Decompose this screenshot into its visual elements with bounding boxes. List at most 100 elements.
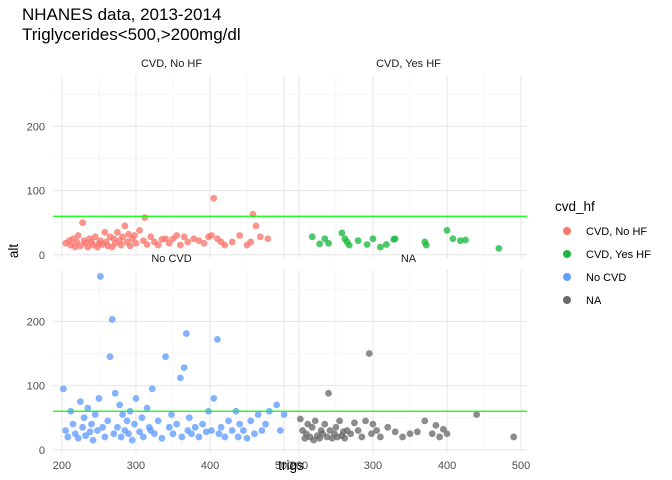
data-point — [79, 423, 87, 431]
data-point — [365, 350, 373, 357]
data-point — [71, 243, 79, 251]
data-point — [376, 243, 384, 251]
data-point — [439, 425, 447, 433]
data-point — [114, 423, 121, 431]
facet-panel-no-cvd: No CVD 0 100 200 200 300 400 500 — [27, 253, 294, 472]
data-point — [154, 241, 162, 249]
chart-title: NHANES data, 2013-2014 — [22, 5, 221, 24]
facet-panel-cvd-no-hf: CVD, No HF 0 100 200 — [27, 58, 290, 262]
x-tick-label: 300 — [127, 460, 145, 472]
data-point — [345, 241, 353, 249]
x-tick-label: 500 — [275, 460, 293, 472]
data-point — [443, 226, 451, 234]
x-tick-label: 300 — [364, 460, 382, 472]
data-point — [138, 414, 146, 422]
data-point — [143, 404, 151, 412]
data-point — [154, 417, 162, 425]
data-point — [432, 421, 440, 429]
data-point — [182, 330, 190, 337]
data-point — [368, 430, 375, 438]
data-point — [190, 235, 198, 243]
data-point — [162, 353, 169, 361]
data-point — [247, 417, 255, 425]
data-point — [162, 235, 169, 243]
data-point — [101, 228, 109, 236]
data-point — [123, 417, 131, 425]
data-point — [136, 226, 144, 234]
data-point — [128, 436, 136, 444]
data-point — [185, 414, 193, 422]
data-point — [325, 389, 332, 397]
data-point — [347, 430, 355, 438]
data-point — [236, 232, 244, 239]
data-point — [325, 239, 332, 247]
data-point — [273, 401, 281, 409]
legend-label-cvd-no-hf: CVD, No HF — [586, 226, 647, 238]
data-point — [141, 214, 149, 221]
data-point — [308, 233, 316, 241]
facet-panel-na: NA 200 300 400 500 — [290, 253, 531, 472]
data-point — [200, 239, 208, 247]
data-point — [119, 411, 127, 418]
data-point — [125, 230, 132, 238]
legend-title: cvd_hf — [555, 199, 595, 214]
data-point — [80, 414, 88, 422]
data-point — [358, 433, 366, 441]
data-point — [139, 433, 147, 441]
data-point — [104, 417, 112, 425]
data-point — [382, 241, 390, 248]
data-point — [362, 417, 369, 425]
data-point — [376, 433, 384, 441]
data-point — [148, 385, 156, 393]
data-point — [191, 423, 199, 431]
y-tick-label: 200 — [27, 121, 45, 133]
facet-panel-cvd-yes-hf: CVD, Yes HF — [290, 58, 527, 258]
data-point — [456, 237, 464, 245]
data-point — [406, 430, 414, 438]
data-point — [84, 243, 92, 251]
data-point — [280, 411, 288, 418]
y-tick-label: 100 — [27, 186, 45, 198]
data-point — [310, 436, 318, 444]
data-point — [254, 411, 262, 418]
data-point — [136, 428, 144, 436]
data-point — [79, 219, 87, 227]
data-point — [188, 430, 195, 438]
facet-strip-label: NA — [401, 253, 417, 265]
data-point — [125, 430, 132, 438]
data-point — [106, 353, 114, 361]
data-point — [86, 428, 94, 436]
data-point — [195, 433, 203, 441]
data-point — [336, 417, 344, 425]
data-point — [117, 433, 125, 441]
data-point — [354, 427, 362, 434]
data-point — [89, 436, 97, 444]
data-point — [173, 232, 181, 239]
data-point — [176, 374, 184, 382]
data-point — [262, 420, 269, 428]
data-point — [338, 229, 346, 237]
y-tick-label: 0 — [39, 445, 45, 457]
data-point — [234, 433, 242, 441]
data-point — [114, 228, 121, 236]
legend-key-cvd-no-hf — [563, 227, 571, 235]
data-point — [119, 233, 127, 241]
data-point — [202, 428, 210, 436]
data-point — [180, 233, 188, 241]
x-tick-label: 400 — [438, 460, 456, 472]
data-point — [228, 238, 236, 246]
data-point — [384, 423, 392, 431]
data-point — [214, 335, 221, 343]
data-point — [91, 411, 99, 418]
data-point — [64, 433, 72, 441]
legend-key-cvd-yes-hf — [563, 250, 571, 258]
data-point — [332, 423, 340, 431]
data-point — [143, 241, 151, 248]
data-point — [422, 241, 430, 249]
data-point — [77, 242, 84, 250]
data-point — [117, 241, 125, 249]
data-point — [74, 434, 82, 442]
y-tick-label: 0 — [39, 250, 45, 262]
data-point — [221, 433, 229, 441]
data-point — [178, 433, 186, 441]
